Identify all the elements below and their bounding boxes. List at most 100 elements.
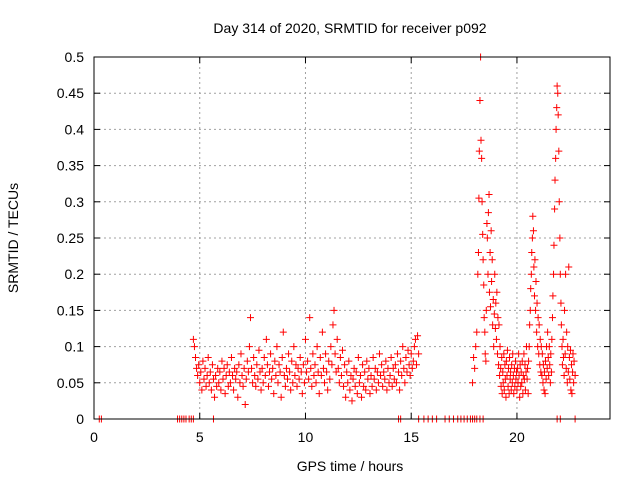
data-point <box>236 379 244 387</box>
data-point <box>289 379 297 387</box>
data-point <box>568 390 576 398</box>
data-point <box>194 372 202 380</box>
data-point <box>415 350 423 358</box>
data-point <box>484 270 492 278</box>
data-point <box>477 136 485 144</box>
data-point <box>569 368 577 376</box>
data-point <box>413 361 420 369</box>
data-point <box>565 263 573 271</box>
data-point <box>544 328 552 336</box>
data-point <box>346 386 354 394</box>
data-point <box>334 364 342 372</box>
data-point <box>299 361 307 369</box>
data-point <box>479 256 487 264</box>
data-point <box>497 382 505 390</box>
data-point <box>269 364 277 372</box>
data-point <box>199 357 207 365</box>
data-point <box>212 372 220 380</box>
data-point <box>476 96 484 104</box>
data-point <box>555 198 563 206</box>
y-tick-label: 0.2 <box>65 266 85 282</box>
data-point <box>359 361 367 369</box>
data-point <box>544 353 552 361</box>
data-point <box>193 364 201 372</box>
data-point <box>500 386 508 394</box>
data-point <box>570 357 578 365</box>
data-point <box>267 350 275 358</box>
data-point <box>262 335 270 343</box>
data-point <box>501 361 509 369</box>
data-point <box>534 314 542 322</box>
data-point <box>539 361 547 369</box>
data-point <box>492 335 500 343</box>
data-point <box>531 256 539 264</box>
data-point <box>208 361 216 369</box>
data-point <box>561 306 569 314</box>
data-point <box>491 270 499 278</box>
data-point <box>520 350 528 358</box>
data-point <box>213 382 221 390</box>
data-point <box>495 361 503 369</box>
data-point <box>351 382 359 390</box>
data-point <box>500 350 508 358</box>
data-point <box>237 350 245 358</box>
data-point <box>241 401 249 409</box>
data-point <box>347 372 355 380</box>
data-point <box>408 364 416 372</box>
data-point <box>554 89 562 97</box>
data-point <box>546 361 554 369</box>
data-point <box>322 350 330 358</box>
data-point <box>533 299 541 307</box>
data-point <box>398 372 406 380</box>
data-point <box>243 357 251 365</box>
data-point <box>568 361 576 369</box>
data-point <box>396 386 404 394</box>
data-point <box>551 176 559 184</box>
data-point <box>368 382 376 390</box>
data-point <box>203 372 211 380</box>
data-point <box>250 353 258 361</box>
data-point <box>313 343 321 351</box>
data-point <box>328 361 336 369</box>
data-point <box>319 364 327 372</box>
data-point <box>390 375 398 383</box>
data-point <box>475 147 483 155</box>
data-point <box>469 379 477 387</box>
data-point <box>539 379 547 387</box>
data-point <box>496 372 504 380</box>
data-point <box>201 364 209 372</box>
data-point <box>321 379 329 387</box>
data-point <box>475 194 483 202</box>
data-point <box>308 382 316 390</box>
data-point <box>566 375 574 383</box>
data-point <box>260 353 268 361</box>
data-point <box>230 386 238 394</box>
data-point <box>565 353 573 361</box>
data-point <box>502 393 510 401</box>
data-point <box>504 382 512 390</box>
data-point <box>403 368 411 376</box>
data-point <box>198 386 206 394</box>
data-point <box>377 372 385 380</box>
data-point <box>522 368 530 376</box>
data-point <box>553 82 561 90</box>
data-point <box>275 361 283 369</box>
data-point <box>527 285 535 293</box>
data-point <box>410 343 418 351</box>
data-point <box>527 270 535 278</box>
data-point <box>561 350 569 358</box>
data-point <box>367 372 375 380</box>
data-point <box>323 368 331 376</box>
data-point <box>371 364 379 372</box>
data-point <box>261 372 269 380</box>
data-point <box>506 353 514 361</box>
data-point <box>533 328 541 336</box>
data-point <box>470 353 478 361</box>
data-point <box>562 364 570 372</box>
data-point <box>516 393 524 401</box>
data-point <box>350 364 358 372</box>
data-point <box>483 234 491 242</box>
data-point <box>324 386 332 394</box>
data-point <box>546 379 554 387</box>
